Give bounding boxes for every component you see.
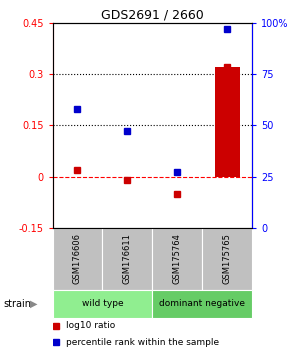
Text: GSM175765: GSM175765 bbox=[223, 233, 232, 284]
Text: ▶: ▶ bbox=[30, 299, 38, 309]
Bar bbox=[102, 228, 152, 290]
Text: percentile rank within the sample: percentile rank within the sample bbox=[67, 338, 220, 347]
Text: GSM176611: GSM176611 bbox=[123, 233, 132, 284]
Bar bbox=[152, 290, 252, 318]
Bar bbox=[152, 228, 202, 290]
Bar bbox=[52, 290, 152, 318]
Bar bbox=[214, 67, 239, 177]
Text: log10 ratio: log10 ratio bbox=[67, 321, 116, 330]
Text: wild type: wild type bbox=[82, 299, 123, 308]
Title: GDS2691 / 2660: GDS2691 / 2660 bbox=[101, 9, 204, 22]
Text: GSM176606: GSM176606 bbox=[73, 233, 82, 284]
Bar bbox=[52, 228, 102, 290]
Text: GSM175764: GSM175764 bbox=[173, 233, 182, 284]
Text: strain: strain bbox=[3, 299, 31, 309]
Bar bbox=[202, 228, 252, 290]
Text: dominant negative: dominant negative bbox=[159, 299, 245, 308]
